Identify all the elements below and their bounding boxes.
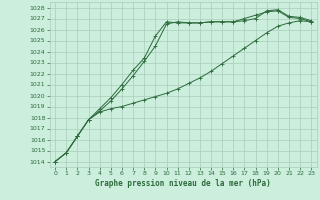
- X-axis label: Graphe pression niveau de la mer (hPa): Graphe pression niveau de la mer (hPa): [95, 179, 271, 188]
